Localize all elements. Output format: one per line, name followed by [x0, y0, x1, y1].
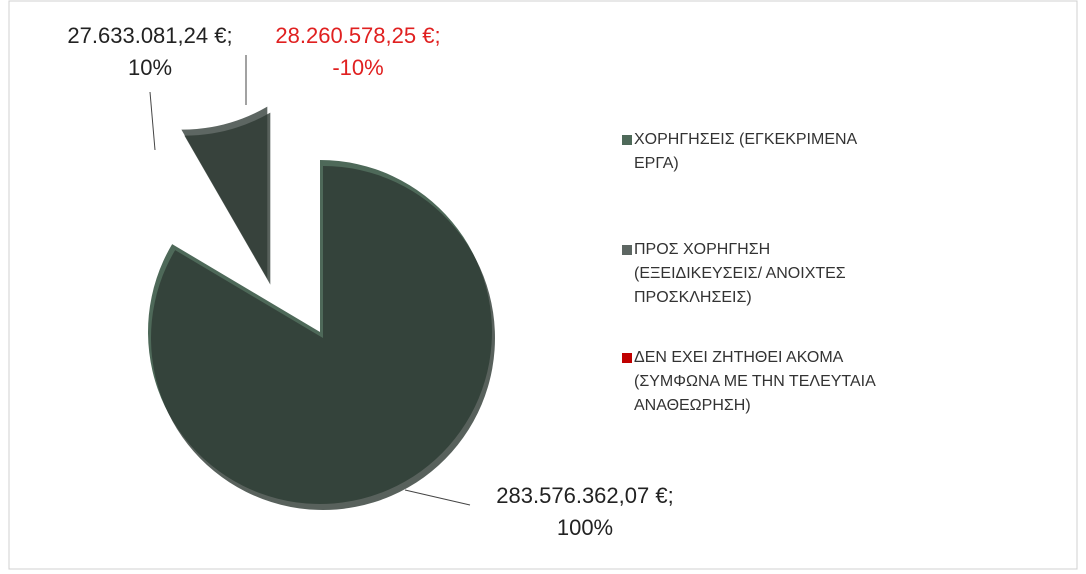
data-label: 283.576.362,07 €; 100% [496, 483, 674, 540]
data-label: 27.633.081,24 €; 10% [67, 23, 233, 80]
legend-swatch [622, 135, 632, 145]
legend-item: ΠΡΟΣ ΧΟΡΗΓΗΣΗ (ΕΞΕΙΔΙΚΕΥΣΕΙΣ/ ΑΝΟΙΧΤΕΣ Π… [622, 238, 884, 310]
legend-label: ΠΡΟΣ ΧΟΡΗΓΗΣΗ (ΕΞΕΙΔΙΚΕΥΣΕΙΣ/ ΑΝΟΙΧΤΕΣ Π… [634, 241, 846, 306]
legend-item: ΧΟΡΗΓΗΣΕΙΣ (ΕΓΚΕΚΡΙΜΕΝΑ ΕΡΓΑ) [622, 128, 884, 176]
legend-label: ΔΕΝ ΕΧΕΙ ΖΗΤΗΘΕΙ ΑΚΟΜΑ (ΣΥΜΦΩΝΑ ΜΕ ΤΗΝ Τ… [634, 349, 875, 414]
data-label: 28.260.578,25 €; -10% [275, 23, 441, 80]
legend-item: ΔΕΝ ΕΧΕΙ ΖΗΤΗΘΕΙ ΑΚΟΜΑ (ΣΥΜΦΩΝΑ ΜΕ ΤΗΝ Τ… [622, 346, 884, 418]
slice-shadow [150, 166, 496, 511]
legend-label: ΧΟΡΗΓΗΣΕΙΣ (ΕΓΚΕΚΡΙΜΕΝΑ ΕΡΓΑ) [634, 131, 857, 172]
legend-swatch [622, 353, 632, 363]
leader-line [149, 91, 156, 151]
slice-shadow [184, 112, 271, 285]
legend-swatch [622, 245, 632, 255]
leader-line [404, 489, 471, 506]
